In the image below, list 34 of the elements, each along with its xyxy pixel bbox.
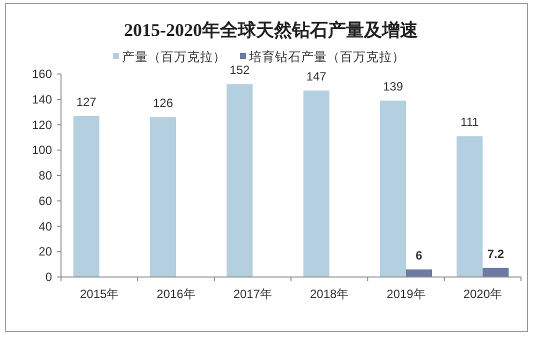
data-label: 7.2 <box>487 246 504 261</box>
bar <box>456 136 483 277</box>
y-tick-label: 140 <box>32 92 52 106</box>
y-tick-label: 160 <box>32 67 52 81</box>
bar <box>303 90 330 277</box>
y-tick-label: 120 <box>32 118 52 132</box>
bar <box>226 84 253 277</box>
y-tick-label: 0 <box>45 270 52 284</box>
bar <box>150 117 176 277</box>
x-tick-label: 2020年 <box>463 287 502 301</box>
bar <box>73 116 100 277</box>
x-tick-label: 2016年 <box>156 287 196 301</box>
y-tick-label: 100 <box>32 143 52 158</box>
x-tick-label: 2017年 <box>233 287 272 301</box>
data-label: 147 <box>306 69 327 84</box>
data-label: 139 <box>382 80 404 94</box>
chart-title: 2015-2020年全球天然钻石产量及增速 <box>124 20 418 40</box>
data-label: 111 <box>460 115 480 130</box>
legend-label: 产量（百万克拉） <box>122 50 226 64</box>
x-tick-label: 2018年 <box>310 287 349 301</box>
data-label: 127 <box>76 94 97 109</box>
y-tick-label: 80 <box>38 168 52 182</box>
y-tick-label: 40 <box>38 219 52 234</box>
x-tick-label: 2015年 <box>80 287 119 301</box>
bar <box>482 268 509 277</box>
data-label: 152 <box>230 63 250 78</box>
bar <box>380 100 406 277</box>
data-label: 6 <box>416 248 423 262</box>
y-tick-label: 60 <box>38 194 52 208</box>
legend-label: 培育钻石产量（百万克拉） <box>248 49 405 64</box>
data-label: 126 <box>152 96 174 110</box>
bar <box>406 269 432 277</box>
x-tick-label: 2019年 <box>386 287 426 301</box>
y-tick-label: 20 <box>38 244 52 259</box>
